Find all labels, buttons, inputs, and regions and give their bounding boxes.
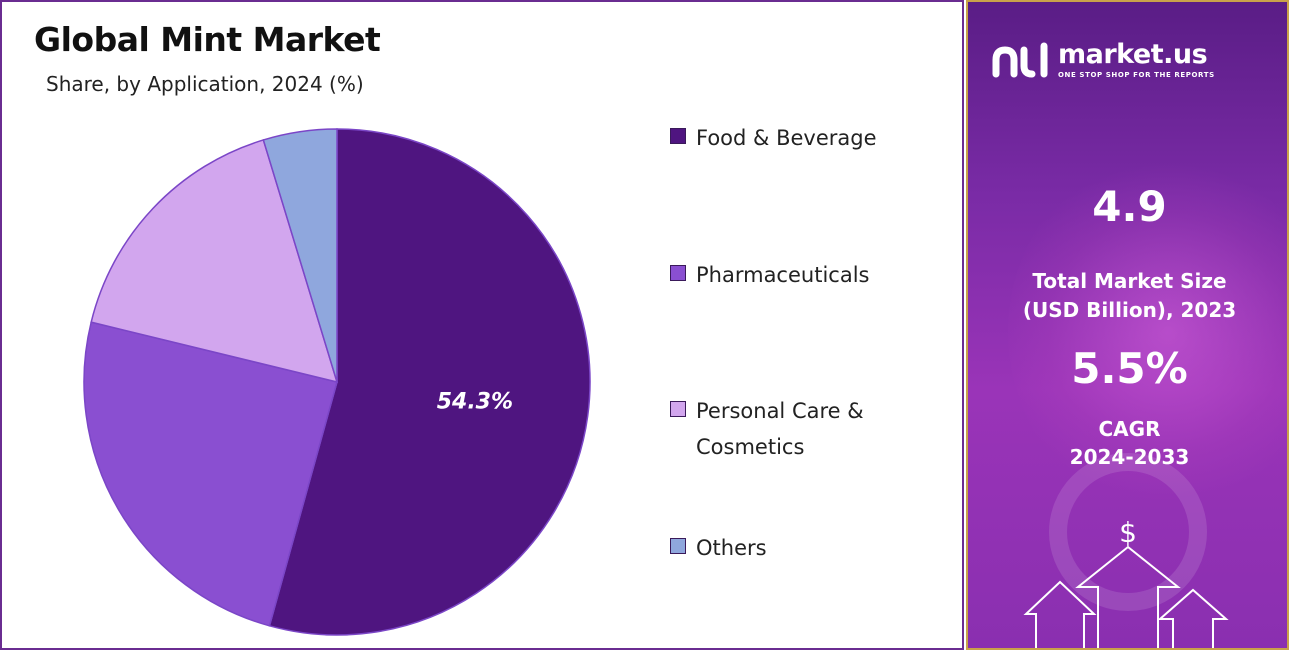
cagr-period: 2024-2033 <box>1069 445 1190 469</box>
up-arrow-icon <box>1157 588 1229 648</box>
pie-slice-food-beverage <box>268 128 591 636</box>
pie-slice-pharmaceuticals <box>83 321 338 627</box>
pie-chart: 54.3% <box>83 128 591 636</box>
chart-title: Global Mint Market <box>34 20 381 59</box>
pie-data-label: 54.3% <box>437 390 513 415</box>
legend-item-pharmaceuticals: Pharmaceuticals <box>670 257 926 293</box>
cagr-label: CAGR <box>1098 417 1161 441</box>
chart-subtitle: Share, by Application, 2024 (%) <box>46 72 364 96</box>
legend-item-food-beverage: Food & Beverage <box>670 120 926 156</box>
background-glow <box>1008 152 1287 512</box>
brand: market.us ONE STOP SHOP FOR THE REPORTS <box>990 40 1215 80</box>
background-decoration: $ <box>1023 453 1229 648</box>
dollar-icon: $ <box>1119 516 1137 549</box>
legend-item-others: Others <box>670 530 926 566</box>
legend-swatch <box>670 128 686 144</box>
up-arrow-icon <box>1075 545 1181 648</box>
legend-swatch <box>670 401 686 417</box>
pie-slice-personal-care-cosmetics <box>90 139 339 384</box>
legend-swatch <box>670 538 686 554</box>
chart-panel: Global Mint Market Share, by Application… <box>0 0 964 650</box>
coin-ring-decoration <box>1049 453 1207 611</box>
legend-swatch <box>670 265 686 281</box>
legend-label-line-2: Cosmetics <box>696 435 805 459</box>
brand-tagline: ONE STOP SHOP FOR THE REPORTS <box>1058 71 1215 79</box>
brand-name: market.us <box>1058 39 1208 70</box>
cagr-value: 5.5% <box>1071 344 1188 393</box>
legend-label-line-1: Personal Care & <box>696 399 864 423</box>
legend-label: Food & Beverage <box>696 126 877 150</box>
pie-slice-others <box>262 128 338 383</box>
legend-item-personal-care: Personal Care & Cosmetics <box>670 393 926 465</box>
market-size-value: 4.9 <box>1092 182 1167 231</box>
market-size-label-line-2: (USD Billion), 2023 <box>1022 298 1237 322</box>
up-arrow-icon <box>1023 580 1097 648</box>
legend-label: Others <box>696 536 767 560</box>
legend-label: Personal Care & Cosmetics <box>696 393 926 465</box>
market-size-label-line-1: Total Market Size <box>1032 269 1227 293</box>
market-us-logo-icon <box>992 42 1048 78</box>
summary-panel: $ market.us ONE STOP SHOP FOR TH <box>966 0 1289 650</box>
legend-label: Pharmaceuticals <box>696 263 870 287</box>
